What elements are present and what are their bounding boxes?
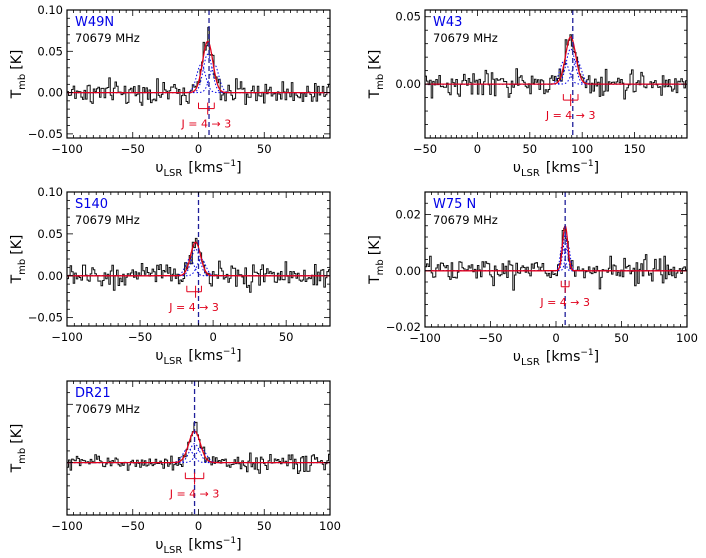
plot-area <box>425 34 687 100</box>
plot-area <box>425 224 687 291</box>
transition-bracket <box>562 94 579 107</box>
y-tick-label: 0.05 <box>37 227 63 241</box>
frequency-label: 70679 MHz <box>75 31 140 45</box>
x-axis-label: υLSR [kms−1] <box>155 159 241 179</box>
x-tick-label: 100 <box>676 331 698 345</box>
transition-bracket <box>184 472 205 485</box>
y-tick-label: 0.05 <box>395 10 421 24</box>
x-tick-label: −50 <box>413 142 437 156</box>
transition-label: J = 4 → 3 <box>539 296 590 309</box>
spectrum-line <box>67 421 330 474</box>
x-tick-label: −100 <box>51 519 83 533</box>
y-tick-label: −0.05 <box>28 127 63 141</box>
y-axis-label: Tmb[K] <box>9 235 28 285</box>
x-tick-label: 50 <box>279 330 294 344</box>
x-tick-label: −100 <box>51 142 83 156</box>
frequency-label: 70679 MHz <box>75 402 140 416</box>
transition-bracket <box>198 102 215 115</box>
x-tick-label: −100 <box>51 330 83 344</box>
x-tick-label: 0 <box>552 331 559 345</box>
x-tick-label: −50 <box>121 519 145 533</box>
hf-component-2 <box>425 242 687 272</box>
x-tick-label: 50 <box>522 142 537 156</box>
fit-line <box>425 224 687 272</box>
fit-line <box>67 40 330 94</box>
y-tick-label: 0.10 <box>37 3 63 17</box>
transition-label: J = 4 → 3 <box>181 118 232 131</box>
plot-area <box>67 421 330 474</box>
panel-s140: J = 4 → 3 −100 −50 0 50 −0.05 0.00 0.05 0.10 S140… <box>9 185 331 367</box>
x-tick-label: 100 <box>571 142 593 156</box>
x-tick-label: −50 <box>478 331 502 345</box>
source-name: W49N <box>75 15 114 30</box>
frequency-label: 70679 MHz <box>75 213 140 227</box>
panel-w75-n: J = 4 → 3 −100 −50 0 50 100 −0.02 0.00 0.02 W75 N… <box>367 191 698 368</box>
y-tick-label: 0.05 <box>37 44 63 58</box>
source-name: W75 N <box>433 197 476 212</box>
spectrum-line <box>67 26 330 106</box>
y-tick-label: 0.10 <box>37 185 63 199</box>
y-axis-label: Tmb[K] <box>367 235 386 285</box>
y-tick-label: 0.00 <box>395 77 421 91</box>
hf-component-2 <box>425 59 687 85</box>
fit-line <box>67 241 330 277</box>
transition-label: J = 4 → 3 <box>169 488 220 501</box>
y-tick-label: −0.02 <box>386 320 421 334</box>
y-tick-label: 0.02 <box>395 208 421 222</box>
transition-label: J = 4 → 3 <box>168 301 219 314</box>
x-tick-label: 50 <box>257 519 272 533</box>
frequency-label: 70679 MHz <box>433 31 498 45</box>
source-name: W43 <box>433 15 462 30</box>
plot-area <box>67 237 330 293</box>
x-tick-label: 50 <box>614 331 629 345</box>
fit-line <box>67 430 330 464</box>
spectrum-line <box>425 34 687 100</box>
x-tick-label: 0 <box>474 142 481 156</box>
y-axis-label: Tmb[K] <box>9 50 28 100</box>
x-tick-label: −50 <box>121 142 145 156</box>
x-axis-label: υLSR [kms−1] <box>155 536 241 556</box>
frequency-label: 70679 MHz <box>433 213 498 227</box>
x-tick-label: 50 <box>257 142 272 156</box>
y-tick-label: 0.00 <box>395 264 421 278</box>
y-axis-label: Tmb[K] <box>9 424 28 474</box>
transition-bracket <box>560 280 570 293</box>
source-name: S140 <box>75 197 108 212</box>
y-tick-label: −0.05 <box>28 311 63 325</box>
hf-component-1 <box>67 53 330 94</box>
y-tick-label: 0.00 <box>37 269 63 283</box>
transition-label: J = 4 → 3 <box>545 109 596 122</box>
transition-bracket <box>186 285 202 298</box>
x-tick-label: 100 <box>319 519 341 533</box>
hf-component-0 <box>425 242 687 272</box>
x-tick-label: 0 <box>209 330 216 344</box>
x-axis-label: υLSR [kms−1] <box>513 159 599 179</box>
x-axis-label: υLSR [kms−1] <box>155 347 241 367</box>
x-tick-label: 0 <box>195 519 202 533</box>
x-axis-label: υLSR [kms−1] <box>513 348 599 368</box>
x-tick-label: −50 <box>128 330 152 344</box>
source-name: DR21 <box>75 386 111 401</box>
spectrum-line <box>425 227 687 291</box>
x-tick-label: −100 <box>409 331 441 345</box>
plot-area <box>67 26 330 106</box>
y-tick-label: 0.00 <box>37 86 63 100</box>
hf-component-1 <box>425 233 687 272</box>
y-axis-label: Tmb[K] <box>367 50 386 100</box>
fit-line <box>425 36 687 85</box>
panel-w49n: J = 4 → 3 −100 −50 0 50 −0.05 0.00 0.05 0.10 W49N… <box>9 3 331 179</box>
x-tick-label: 150 <box>624 142 646 156</box>
x-tick-label: 0 <box>195 142 202 156</box>
